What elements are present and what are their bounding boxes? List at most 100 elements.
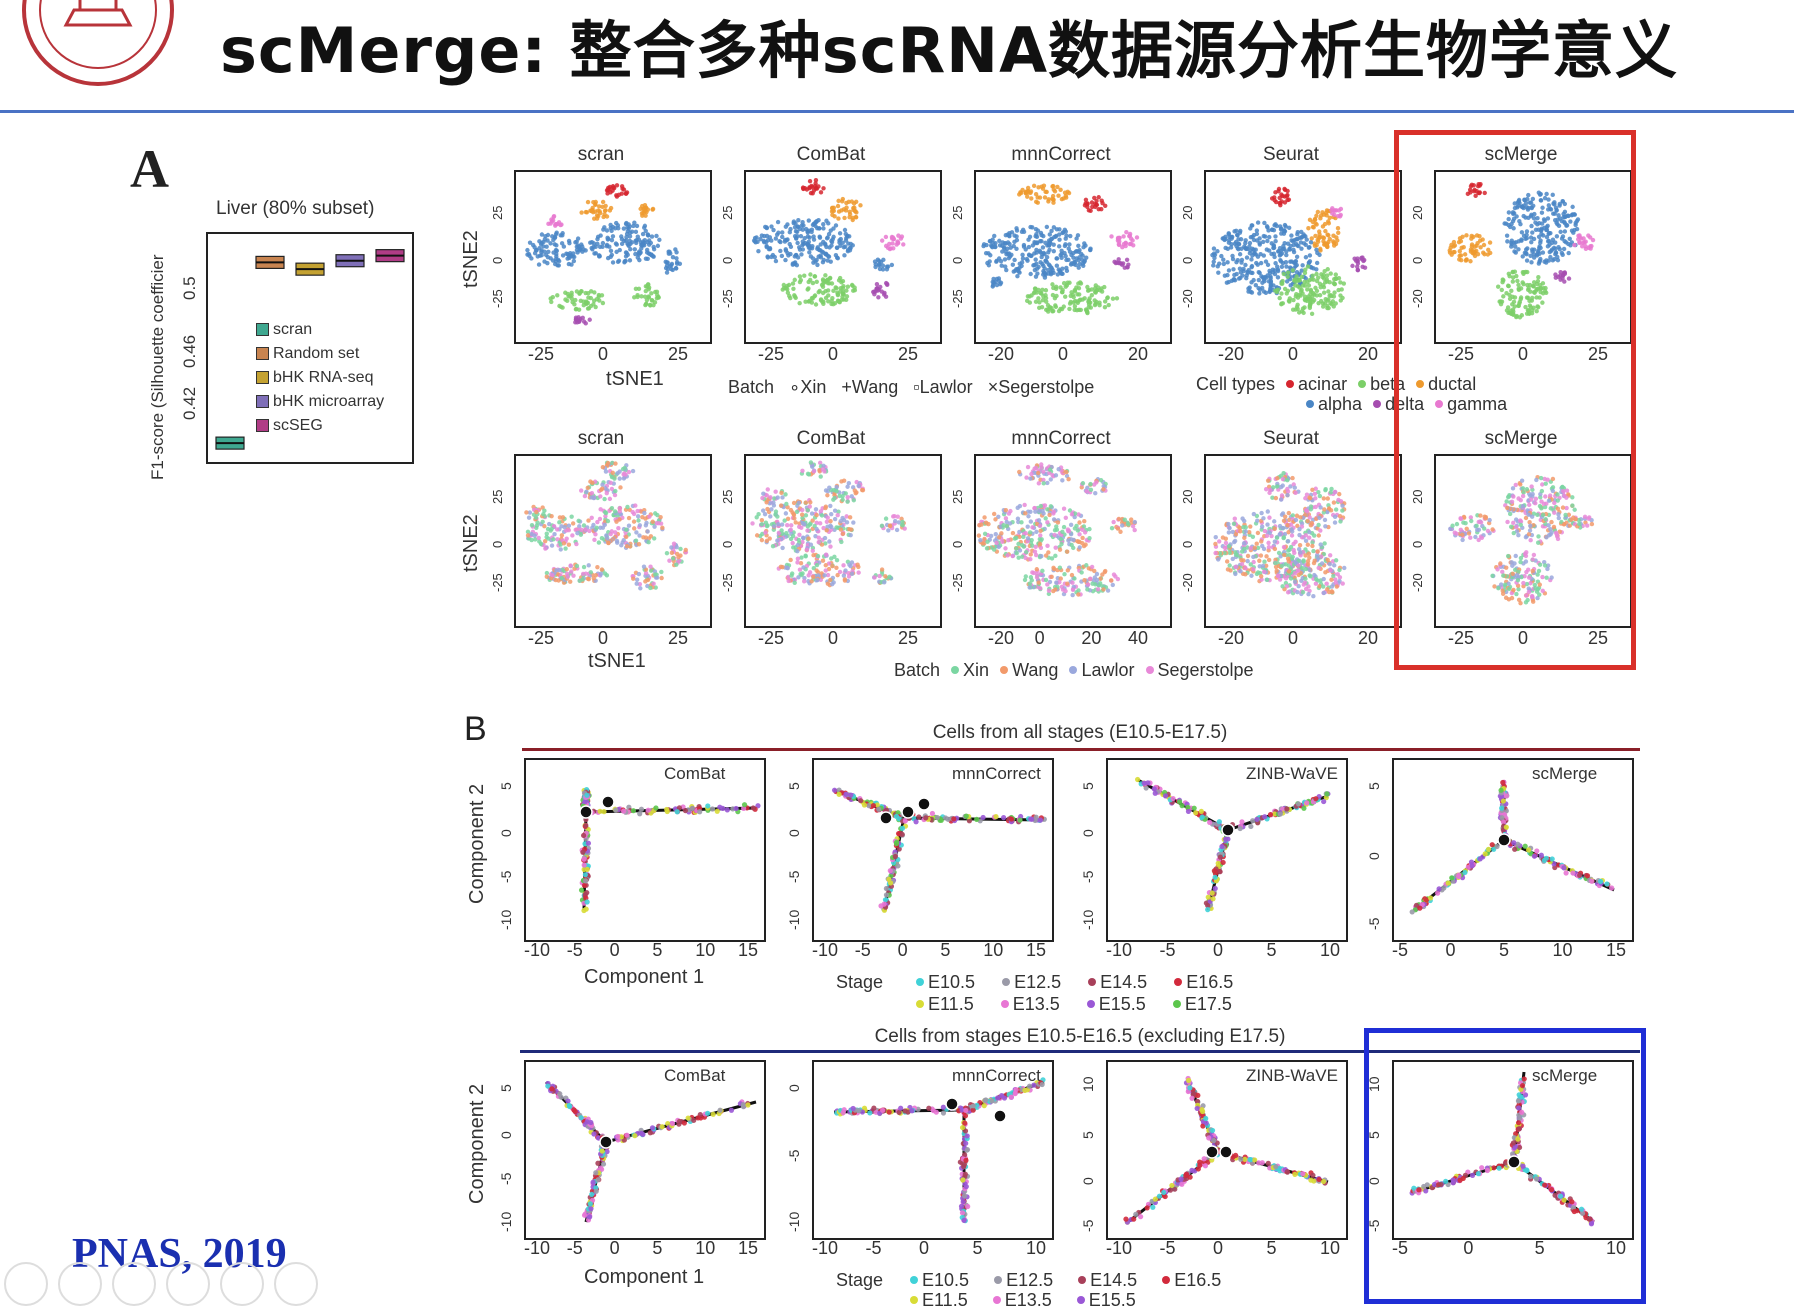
cell-point (649, 234, 655, 239)
cell-point (1479, 535, 1485, 540)
cell-point (835, 245, 840, 250)
cell-point (1315, 209, 1321, 215)
cell-point (1045, 520, 1050, 525)
cell-point (1285, 493, 1290, 498)
cell-point (1259, 510, 1264, 516)
cell-point (883, 280, 889, 286)
cell-point (1128, 517, 1134, 522)
cell-point (1038, 528, 1043, 533)
cell-point (1311, 277, 1316, 282)
cell-point (1568, 219, 1573, 224)
cell-point (811, 574, 816, 580)
cell-point (1524, 258, 1530, 263)
cell-point (1295, 232, 1300, 237)
cell-point (804, 563, 810, 569)
cell-point (813, 302, 819, 307)
cell-point (1042, 503, 1048, 508)
cell-point (1101, 487, 1106, 492)
cell-point (840, 240, 845, 246)
cell-point (1518, 518, 1523, 523)
cell-point (800, 535, 806, 540)
cell-point (1465, 191, 1471, 197)
cell-point (797, 567, 803, 572)
cell-point (1083, 243, 1088, 248)
cell-point (1096, 285, 1101, 290)
cell-point (1232, 538, 1238, 544)
cell-point (1519, 230, 1525, 235)
cell-point (851, 498, 857, 503)
cell-point (643, 228, 648, 234)
cell-point (808, 190, 814, 196)
cell-point (1563, 240, 1569, 245)
cell-point (1320, 282, 1326, 288)
cell-point (836, 209, 842, 214)
cell-point (1527, 200, 1533, 205)
cell-point (1061, 524, 1067, 530)
cell-point (805, 229, 810, 234)
title-divider (0, 110, 1794, 113)
cell-point (1545, 477, 1550, 482)
cell-point (624, 527, 629, 532)
cell-point (808, 500, 813, 505)
cell-point (1094, 480, 1099, 485)
x-tick-label: -25 (528, 344, 555, 364)
cell-point (1482, 190, 1487, 196)
cell-point (551, 237, 556, 243)
cell-point (1463, 520, 1468, 526)
cell-point (1309, 236, 1314, 241)
legend-symbol: ▫ (913, 377, 920, 397)
cell-point (1292, 485, 1297, 490)
cell-point (1321, 235, 1327, 241)
cell-point (1085, 288, 1091, 293)
cell-point (1071, 545, 1076, 551)
cell-point (813, 178, 819, 183)
cell-point (1273, 288, 1278, 293)
cell-point (1032, 240, 1037, 245)
cell-point (1082, 258, 1087, 263)
cell-point (1316, 522, 1321, 528)
cell-point (1555, 506, 1561, 511)
cell-point (539, 249, 544, 255)
cell-point (792, 277, 797, 283)
cell-point (838, 236, 843, 242)
cell-point (1448, 526, 1453, 531)
cell-point (1069, 572, 1075, 578)
cell-point (1022, 577, 1028, 583)
cell-point (1516, 286, 1521, 291)
cell-point (810, 280, 816, 286)
cell-point (546, 249, 551, 255)
boxplot-legend-item: scran (256, 318, 384, 342)
cell-point (887, 241, 892, 247)
cell-point (1109, 578, 1114, 583)
cell-point (539, 232, 545, 237)
cell-point (1476, 181, 1481, 187)
cell-point (1528, 523, 1533, 529)
cell-point (847, 562, 852, 567)
cell-point (1072, 576, 1077, 581)
cell-point (1034, 231, 1039, 237)
cell-point (1306, 584, 1311, 589)
cell-point (1326, 589, 1332, 595)
tsne-scatter-scran (524, 460, 689, 591)
cell-point (1540, 281, 1546, 286)
cell-point (1331, 573, 1336, 579)
cell-point (1080, 535, 1085, 541)
cell-point (613, 488, 618, 494)
tsne-scatter-Seurat (1213, 470, 1347, 599)
cell-point (880, 263, 886, 268)
cell-point (584, 210, 590, 215)
cell-point (1550, 488, 1556, 494)
cell-point (1306, 551, 1311, 556)
cell-point (1275, 275, 1281, 280)
cell-point (814, 520, 819, 525)
cell-point (1510, 486, 1516, 491)
cell-point (1059, 541, 1064, 547)
boxplot-legend-item: bHK microarray (256, 390, 384, 414)
cell-point (1032, 251, 1037, 256)
cell-point (1227, 238, 1232, 243)
cell-point (812, 293, 818, 298)
cell-point (1332, 290, 1337, 295)
cell-point (1294, 513, 1300, 518)
cell-point (1033, 199, 1039, 205)
cell-point (1539, 210, 1545, 215)
